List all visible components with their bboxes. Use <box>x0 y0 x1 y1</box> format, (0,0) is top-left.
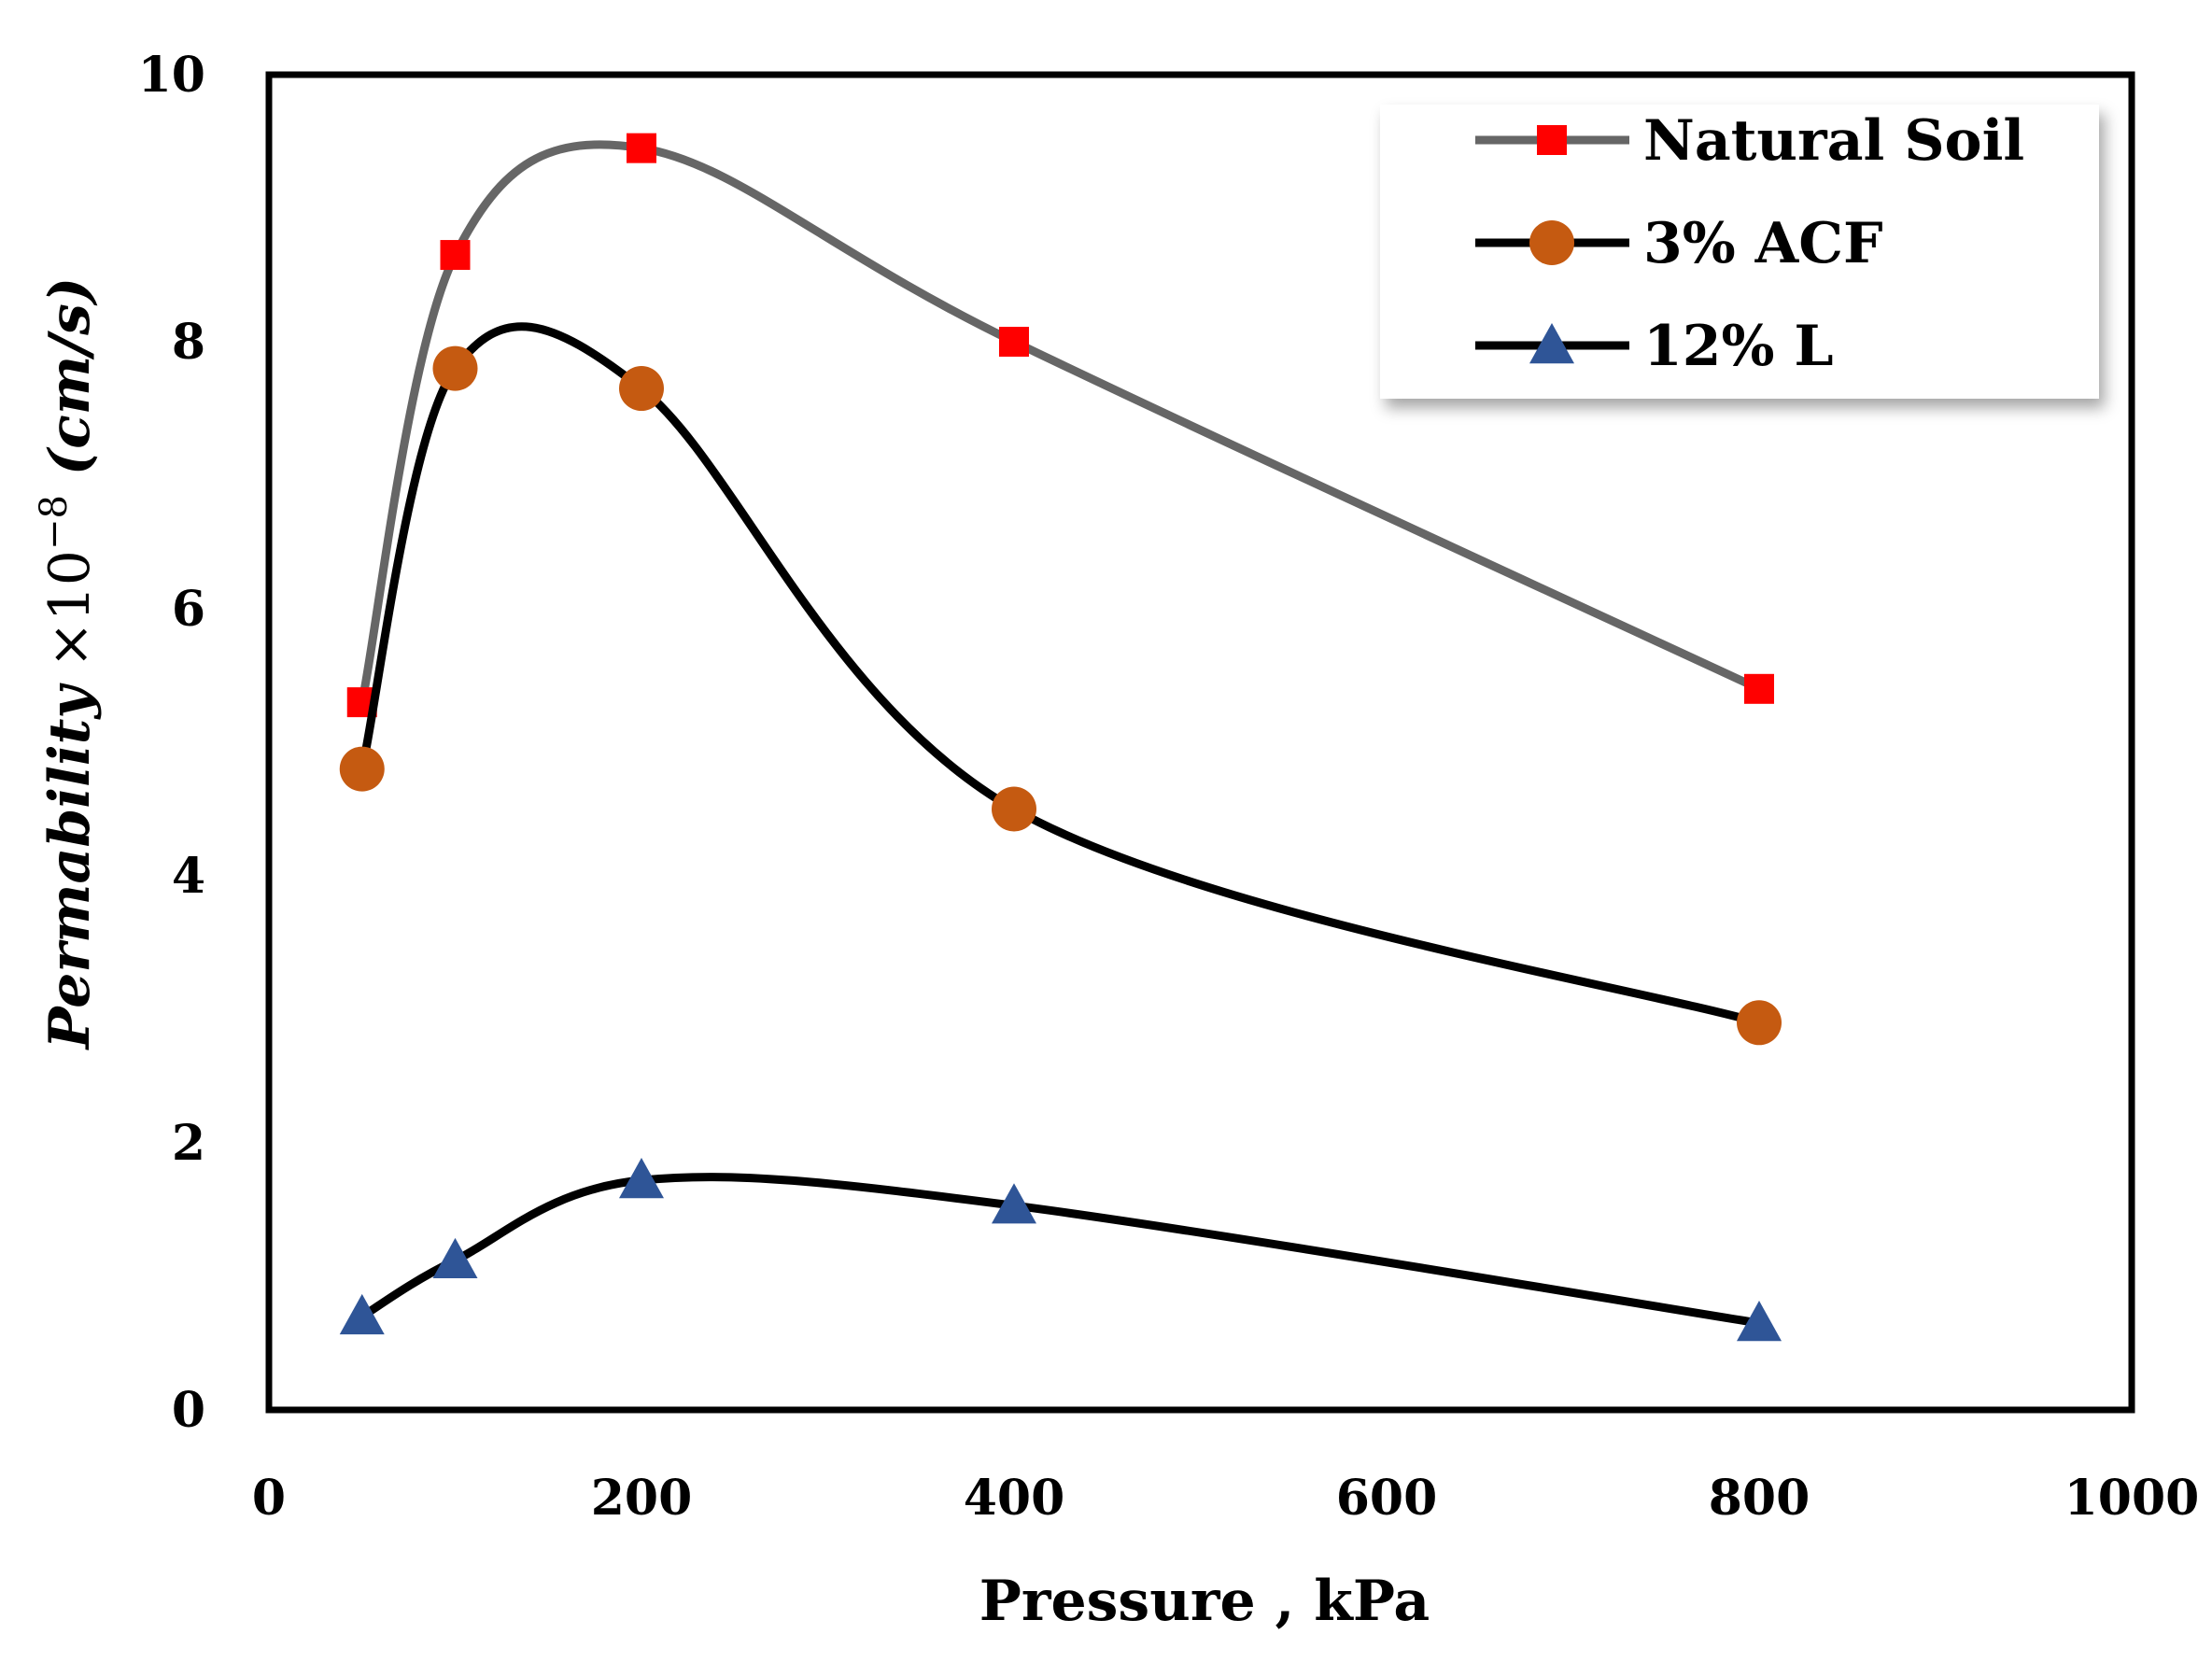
y-axis-label-times: ×10 <box>37 550 103 686</box>
y-tick-label: 10 <box>138 47 205 104</box>
legend-marker-circle <box>1529 220 1574 265</box>
data-point-circle <box>992 786 1036 832</box>
data-point-square <box>440 240 471 271</box>
data-point-circle <box>1737 1000 1782 1046</box>
data-point-triangle <box>619 1158 664 1199</box>
x-tick-label: 400 <box>964 1470 1065 1527</box>
legend-marker-square <box>1537 125 1567 155</box>
data-point-triangle <box>1737 1301 1782 1342</box>
series-layer <box>339 133 1782 1342</box>
series-line <box>358 322 1764 1027</box>
x-tick-label: 800 <box>1709 1470 1810 1527</box>
legend-marker-triangle <box>1529 323 1574 364</box>
y-axis-label-unit: (cm/s) <box>37 277 103 495</box>
x-tick-label: 1000 <box>2064 1470 2200 1527</box>
y-tick-labels: 0 2 4 6 8 10 <box>138 47 205 1439</box>
data-point-triangle <box>339 1293 385 1335</box>
series-1 <box>346 133 1774 718</box>
y-axis-label-base: Permability <box>37 683 103 1051</box>
legend-entry: Natural Soil <box>1475 108 2024 174</box>
y-tick-label: 0 <box>172 1382 205 1439</box>
data-point-circle <box>619 366 664 412</box>
x-tick-label: 600 <box>1336 1470 1438 1527</box>
y-tick-label: 2 <box>172 1115 205 1172</box>
y-tick-label: 4 <box>172 848 205 905</box>
x-tick-labels: 0 200 400 600 800 1000 <box>252 1470 2199 1527</box>
series-line <box>358 140 1764 707</box>
x-axis-label: Pressure , kPa <box>979 1569 1430 1634</box>
y-axis-label: Permability ×10−8 (cm/s) <box>33 277 103 1051</box>
data-point-triangle <box>432 1237 478 1279</box>
series-3 <box>339 1158 1782 1342</box>
legend-entry: 3% ACF <box>1475 211 1883 276</box>
data-point-square <box>1744 673 1774 704</box>
data-point-circle <box>339 746 385 792</box>
series-2 <box>339 322 1782 1046</box>
legend-entry: 12% L <box>1475 314 1834 379</box>
data-point-square <box>999 327 1029 357</box>
legend-label: Natural Soil <box>1643 108 2024 174</box>
legend-label: 12% L <box>1643 314 1834 379</box>
legend-label: 3% ACF <box>1643 211 1883 276</box>
x-tick-label: 0 <box>252 1470 286 1527</box>
y-tick-label: 8 <box>172 314 205 371</box>
legend: Natural Soil 3% ACF 12% L <box>1380 105 2099 399</box>
x-tick-label: 200 <box>591 1470 693 1527</box>
y-axis-label-exponent: −8 <box>33 495 76 550</box>
y-tick-label: 6 <box>172 581 205 638</box>
data-point-circle <box>432 345 478 391</box>
data-point-triangle <box>992 1183 1036 1224</box>
data-point-square <box>627 133 656 163</box>
